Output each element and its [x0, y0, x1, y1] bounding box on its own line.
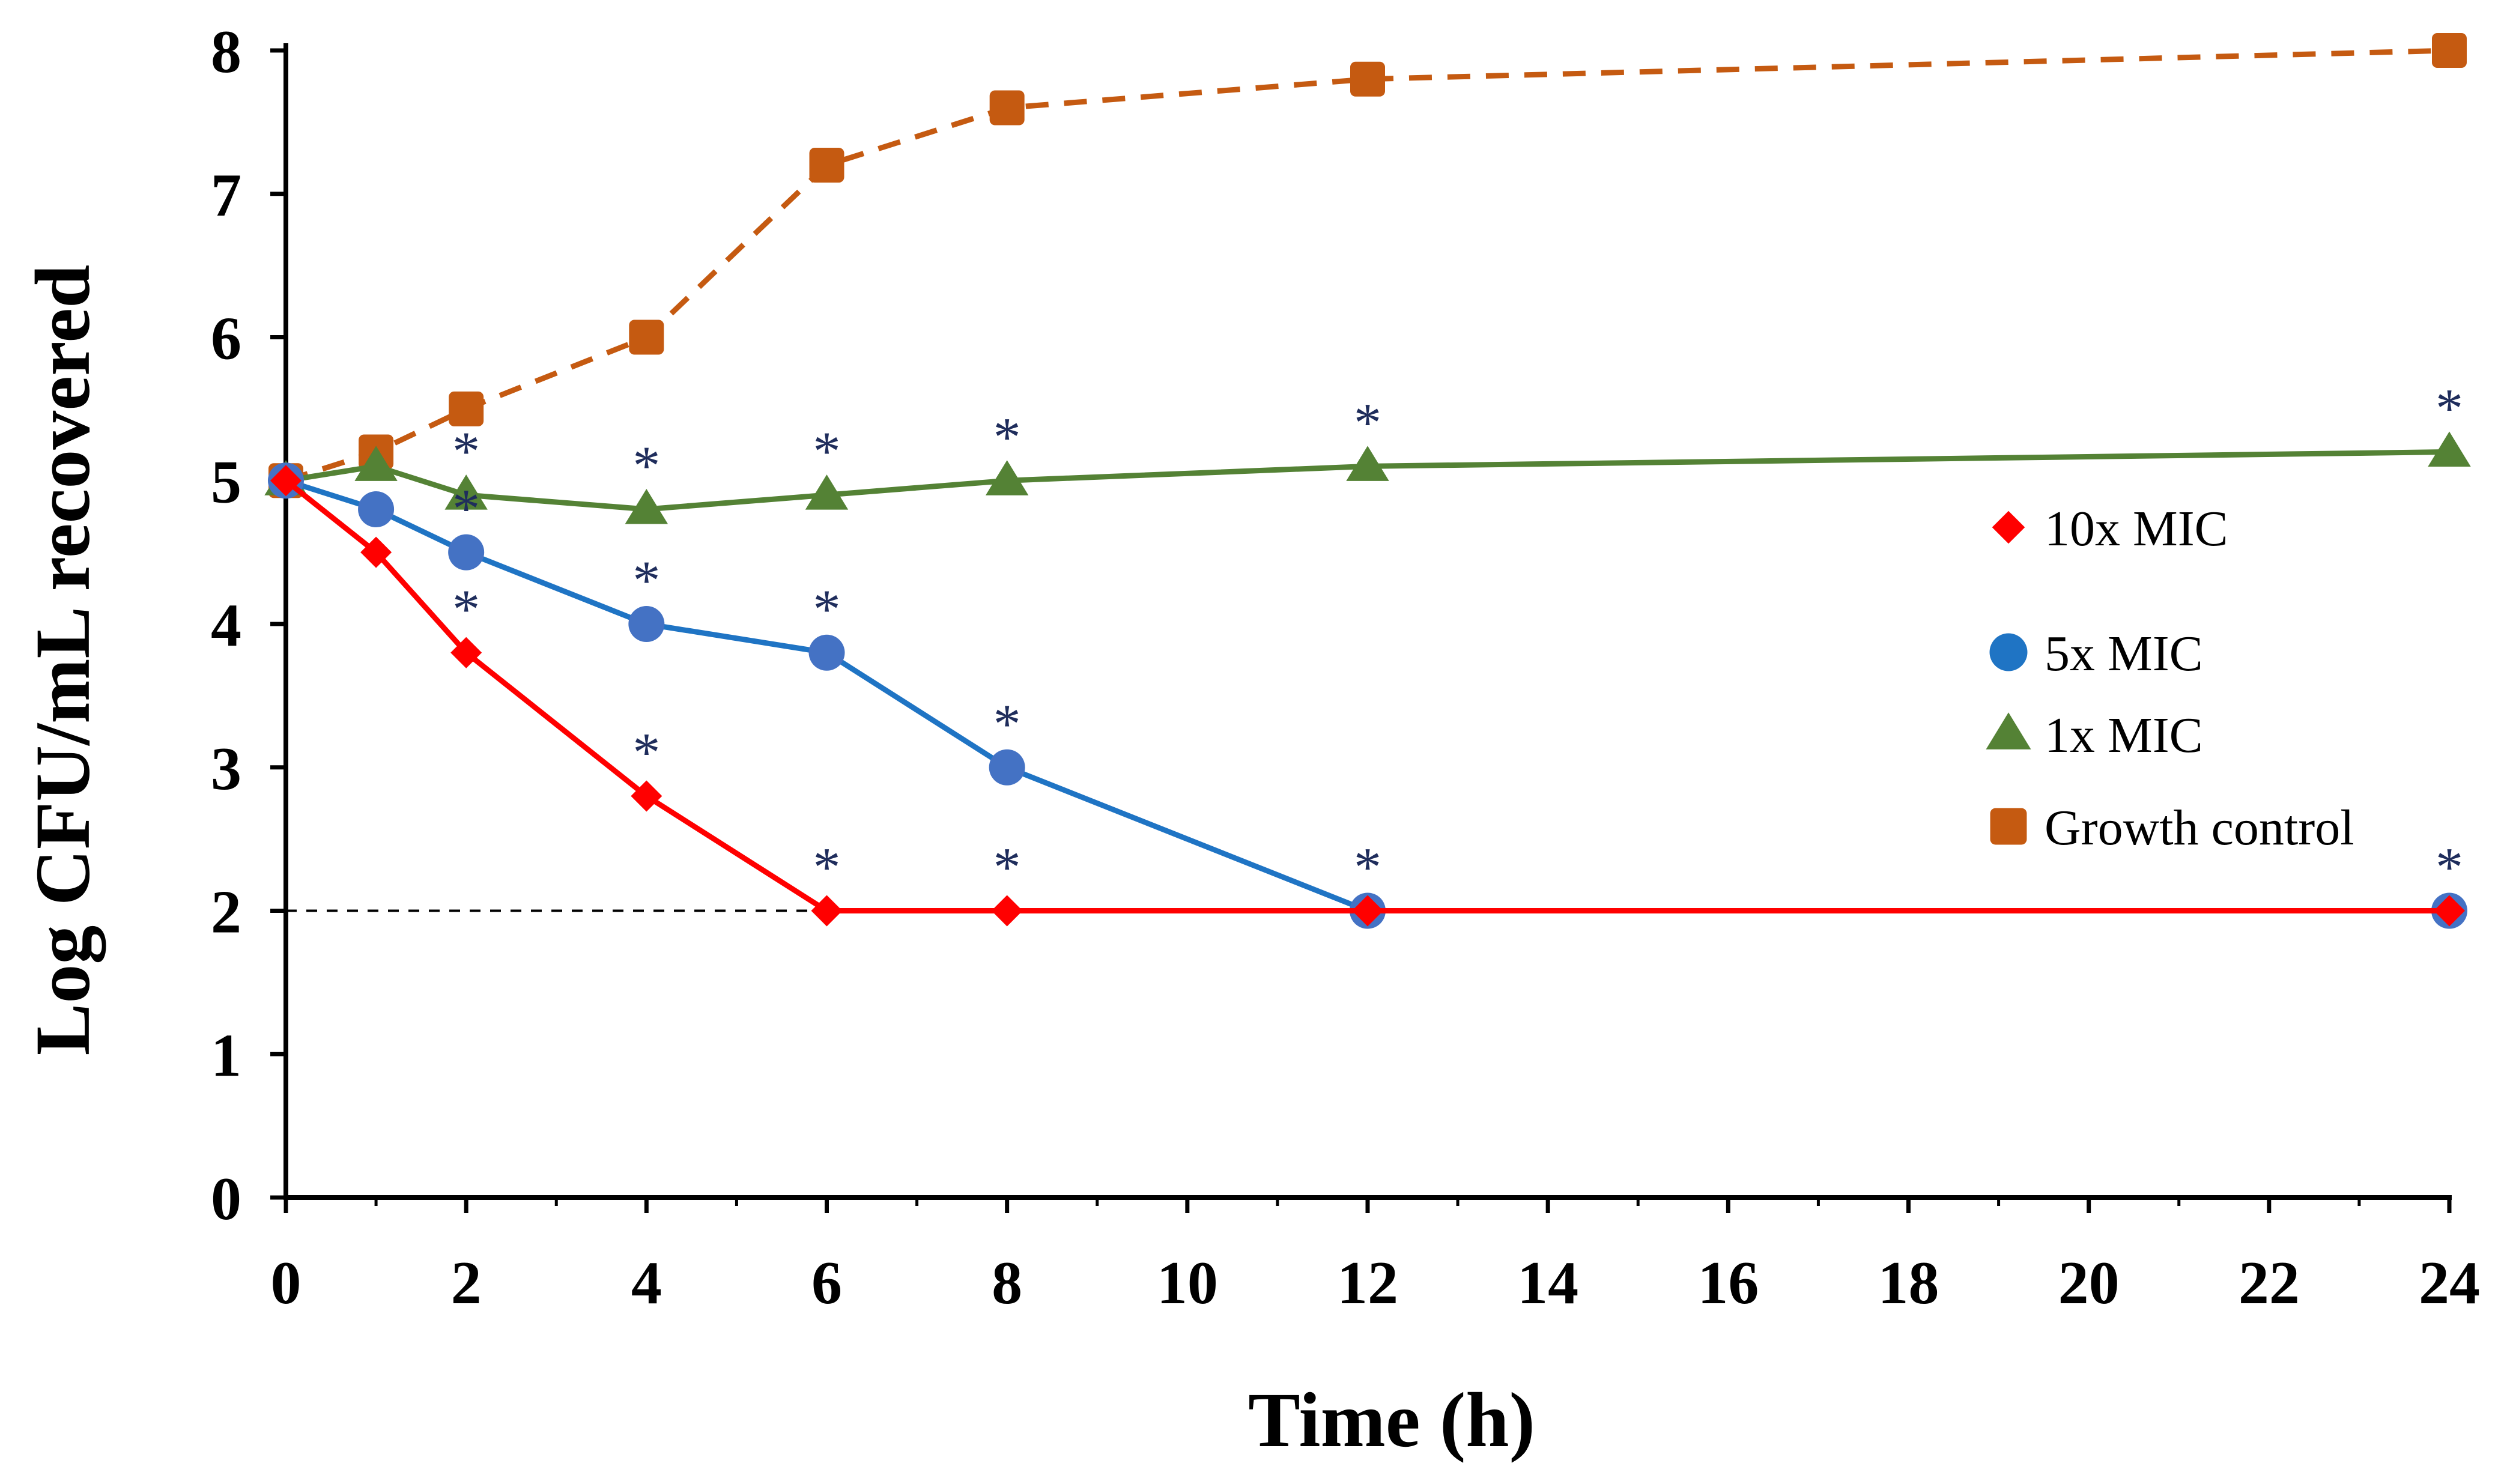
y-axis-title: Log CFU/mL recovered: [20, 265, 106, 1056]
significance-asterisk: *: [632, 722, 660, 783]
series-line: [285, 47, 2450, 483]
data-point: [805, 474, 849, 510]
data-point: [631, 780, 662, 812]
x-axis-title: Time (h): [1248, 1377, 1535, 1464]
legend-item: 5x MIC: [1989, 626, 2203, 682]
legend-label: Growth control: [2045, 800, 2354, 856]
y-tick-label: 5: [211, 448, 241, 516]
y-tick-label: 7: [211, 162, 241, 229]
x-tick-label: 6: [811, 1249, 842, 1317]
data-point: [450, 637, 482, 668]
significance-asterisk: *: [993, 693, 1021, 754]
series-5x-mic: [268, 462, 2467, 929]
legend-label: 10x MIC: [2045, 501, 2228, 557]
data-point: [360, 536, 392, 568]
x-tick-label: 24: [2419, 1249, 2480, 1317]
legend-item: 1x MIC: [1986, 707, 2203, 763]
data-point: [991, 895, 1023, 927]
legend-swatch: [1990, 808, 2027, 845]
y-tick-label: 4: [211, 592, 241, 659]
series-line: [284, 478, 2449, 913]
data-point: [625, 489, 668, 524]
significance-asterisk: *: [452, 578, 480, 640]
legend-item: Growth control: [1990, 800, 2354, 856]
data-point: [985, 460, 1029, 495]
legend-label: 1x MIC: [2045, 707, 2203, 763]
data-point: [2428, 431, 2471, 467]
x-tick-label: 8: [992, 1249, 1022, 1317]
significance-markers: * * * * * *** *** **** *: [452, 378, 2463, 898]
significance-asterisk: *: [813, 837, 841, 898]
legend-swatch: [1986, 712, 2031, 750]
significance-asterisk: *: [2436, 378, 2463, 439]
data-point: [629, 320, 664, 355]
x-tick-label: 0: [271, 1249, 302, 1317]
data-point: [809, 148, 844, 183]
data-point: [449, 391, 484, 426]
x-tick-label: 16: [1697, 1249, 1759, 1317]
x-tick-label: 20: [2058, 1249, 2120, 1317]
data-point: [444, 474, 488, 510]
data-point: [448, 534, 485, 571]
data-point: [2432, 33, 2467, 68]
y-tick-label: 0: [211, 1165, 241, 1233]
y-tick-label: 1: [211, 1022, 241, 1089]
legend-swatch: [1989, 633, 2028, 671]
series-10x-mic: [270, 465, 2465, 927]
legend-label: 5x MIC: [2045, 626, 2203, 682]
series-layer: [264, 33, 2471, 929]
series-1x-mic: [264, 431, 2471, 524]
data-point: [270, 465, 302, 497]
data-point: [989, 749, 1025, 786]
significance-asterisk: *: [1354, 837, 1381, 898]
data-point: [1350, 61, 1385, 97]
significance-asterisk: *: [452, 478, 480, 539]
legend-item: 10x MIC: [1992, 501, 2228, 557]
significance-asterisk: *: [632, 435, 660, 496]
x-tick-label: 22: [2239, 1249, 2300, 1317]
y-tick-label: 2: [211, 879, 241, 946]
significance-asterisk: *: [632, 550, 660, 611]
data-point: [808, 634, 845, 671]
x-tick-label: 12: [1337, 1249, 1398, 1317]
significance-asterisk: *: [993, 837, 1021, 898]
x-tick-label: 4: [631, 1249, 662, 1317]
axes: [283, 43, 2452, 1200]
data-point: [358, 491, 395, 527]
data-point: [989, 90, 1025, 126]
significance-asterisk: *: [813, 578, 841, 640]
significance-asterisk: *: [452, 420, 480, 482]
x-tick-label: 14: [1517, 1249, 1578, 1317]
y-tick-label: 3: [211, 735, 241, 803]
x-tick-label: 10: [1157, 1249, 1218, 1317]
data-point: [354, 446, 398, 481]
data-point: [811, 895, 843, 927]
y-tick-label: 8: [211, 18, 241, 86]
significance-asterisk: *: [813, 420, 841, 482]
x-tick-label: 18: [1878, 1249, 1939, 1317]
data-point: [1346, 446, 1389, 481]
data-point: [628, 606, 665, 642]
data-point: [1352, 895, 1383, 927]
y-tick-label: 6: [211, 305, 241, 373]
legend: 10x MIC 5x MIC 1x MIC Growth control: [1986, 501, 2354, 856]
significance-asterisk: *: [993, 406, 1021, 467]
legend-swatch: [1992, 510, 2025, 544]
data-point: [2434, 895, 2465, 927]
x-tick-label: 2: [451, 1249, 482, 1317]
significance-asterisk: *: [2436, 837, 2463, 898]
significance-asterisk: *: [1354, 392, 1381, 453]
